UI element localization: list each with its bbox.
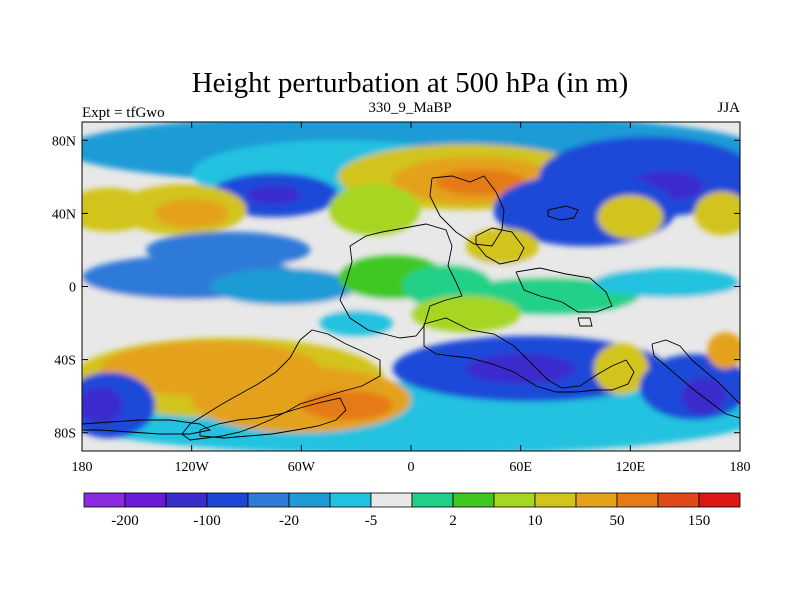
coastline-path <box>475 227 525 265</box>
center-string: 330_9_MaBP <box>368 100 451 116</box>
y-tick-label: 0 <box>69 281 76 296</box>
x-tick-label: 120E <box>616 460 646 475</box>
coastline-path <box>547 205 579 221</box>
colorbar-swatch <box>165 492 208 508</box>
contour-region <box>465 228 539 265</box>
contour-region <box>301 390 393 420</box>
y-tick-label: 40S <box>54 354 76 369</box>
colorbar-swatch <box>247 492 290 508</box>
colorbar-label: -20 <box>279 513 299 529</box>
contour-region <box>246 185 302 205</box>
coastline-path <box>651 339 740 419</box>
contour-region <box>145 231 311 269</box>
left-string: Expt = tfGwo <box>82 105 165 121</box>
colorbar-swatch <box>124 492 167 508</box>
coastline-layer <box>82 175 740 441</box>
colorbar-label: 2 <box>449 513 457 529</box>
contour-fill-layer <box>82 122 740 451</box>
plot-area <box>82 122 740 451</box>
colorbar-label: 150 <box>688 513 711 529</box>
contour-region <box>82 387 123 424</box>
y-axis-ticks: 80N 40N 0 40S 80S <box>52 134 740 442</box>
colorbar-swatch <box>493 492 536 508</box>
chart-title: Height perturbation at 500 hPa (in m) <box>192 67 629 99</box>
contour-region <box>209 268 357 305</box>
contour-region <box>411 295 521 333</box>
colorbar-swatch <box>657 492 700 508</box>
colorbar-swatch <box>698 492 741 508</box>
x-tick-label: 180 <box>730 460 751 475</box>
right-string: JJA <box>717 100 740 116</box>
contour-region <box>328 184 421 236</box>
colorbar-swatch <box>452 492 495 508</box>
coastline-path <box>515 267 613 313</box>
contour-region <box>694 191 740 236</box>
coastline-path <box>82 419 212 435</box>
contour-region <box>434 169 527 196</box>
colorbar-label: -200 <box>111 513 139 529</box>
colorbar-swatch <box>575 492 618 508</box>
x-tick-label: 180 <box>72 460 93 475</box>
coastline-path <box>577 317 593 327</box>
contour-region <box>155 198 229 229</box>
y-tick-label: 40N <box>52 207 76 222</box>
colorbar-label: 10 <box>528 513 543 529</box>
contour-region <box>707 332 740 369</box>
contour-region <box>465 354 576 384</box>
contour-region <box>593 268 740 298</box>
x-tick-label: 60W <box>288 460 316 475</box>
x-tick-label: 60E <box>509 460 532 475</box>
colorbar-label: -100 <box>193 513 221 529</box>
colorbar-swatch <box>370 492 413 508</box>
contour-region <box>593 343 649 395</box>
x-tick-label: 120W <box>175 460 210 475</box>
coastline-path <box>339 223 463 339</box>
y-tick-label: 80N <box>52 134 76 149</box>
coastline-path <box>199 397 347 439</box>
coastline-path <box>423 317 635 393</box>
coastline-path <box>181 329 381 441</box>
x-axis-ticks: 180 120W 60W 0 60E 120E 180 <box>72 122 751 475</box>
x-tick-label: 0 <box>408 460 415 475</box>
colorbar-swatch <box>83 492 126 508</box>
colorbar-swatch <box>534 492 577 508</box>
contour-region <box>597 195 664 239</box>
colorbar-swatch <box>329 492 372 508</box>
colorbar-swatch <box>288 492 331 508</box>
colorbar-swatch <box>411 492 454 508</box>
colorbar: -200 -100 -20 -5 2 10 50 150 <box>83 492 741 529</box>
colorbar-swatch <box>616 492 659 508</box>
colorbar-label: -5 <box>365 513 378 529</box>
colorbar-label: 50 <box>610 513 625 529</box>
contour-region <box>319 310 393 336</box>
colorbar-swatch <box>206 492 249 508</box>
y-tick-label: 80S <box>54 427 76 442</box>
